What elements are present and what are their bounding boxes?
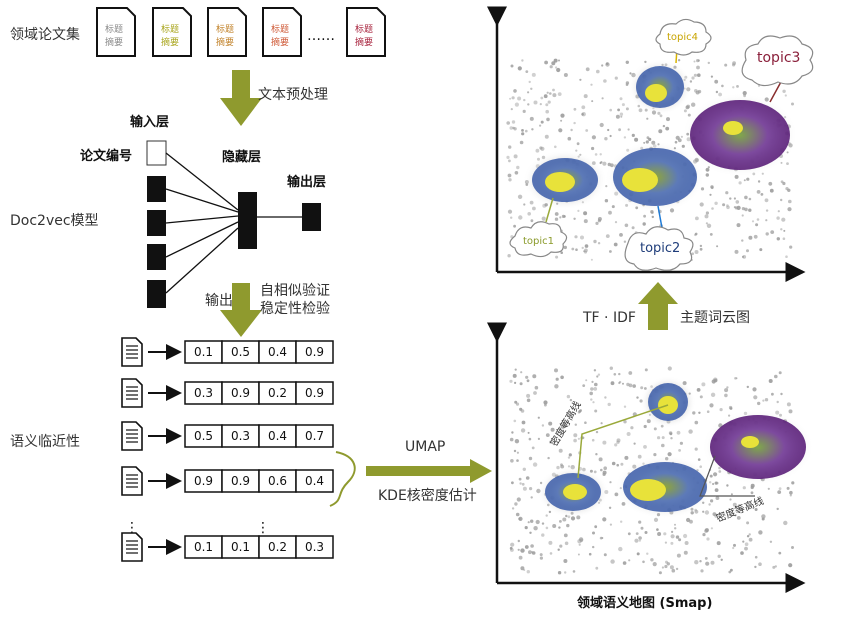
vector-value: 0.9 [231, 386, 250, 400]
contour-label-2: 密度等高线 [714, 494, 765, 525]
topic1-label: topic1 [523, 236, 554, 247]
model-name: Doc2vec模型 [10, 213, 99, 229]
doc-abstract-3: 摘要 [216, 36, 234, 48]
doc-title-2: 标题 [161, 23, 179, 35]
vector-cell [295, 340, 334, 364]
corpus-title: 领域论文集 [10, 26, 80, 43]
smap-title: 领域语义地图 (Smap) [577, 595, 712, 611]
doc-abstract-4: 摘要 [271, 36, 289, 48]
connection-lines [165, 152, 302, 294]
vector-value: 0.3 [305, 540, 324, 554]
hidden-layer-node [238, 192, 257, 249]
vector-value: 0.5 [231, 345, 250, 359]
doc-icon-2: 标题 摘要 [152, 7, 192, 57]
doc-icon-5: 标题 摘要 [346, 7, 386, 57]
contour-label-1: 密度等高线 [547, 399, 583, 449]
document-icon [121, 378, 143, 408]
vector-cell [295, 469, 334, 493]
semantic-label: 语义临近性 [10, 434, 80, 450]
output-label: 输出 [205, 293, 233, 309]
document-icon [121, 532, 143, 562]
doc-title-4: 标题 [271, 23, 289, 35]
tfidf-arrow [638, 282, 678, 330]
tfidf-label: TF · IDF [582, 310, 636, 326]
preprocess-label: 文本预处理 [258, 87, 328, 103]
selection-brace [329, 451, 356, 507]
paper-id-label: 论文编号 [80, 148, 132, 164]
document-icon [121, 421, 143, 451]
topic3-cloud: topic3 [741, 35, 814, 87]
vector-value: 0.4 [268, 429, 287, 443]
topic2-label: topic2 [640, 241, 680, 256]
doc-title-5: 标题 [355, 23, 373, 35]
vector-value: 0.2 [268, 386, 287, 400]
vector-value: 0.1 [194, 540, 213, 554]
document-icon [121, 337, 143, 367]
doc-title-1: 标题 [105, 23, 123, 35]
self-similarity-label: 自相似验证 [260, 283, 330, 299]
topic1-cloud: topic1 [509, 221, 568, 258]
vector-row: 0.1 0.1 0.2 0.3 [121, 532, 334, 562]
topic3-label: topic3 [757, 50, 800, 66]
vector-value: 0.9 [305, 345, 324, 359]
vector-ellipsis-mid: ⋮ [256, 520, 270, 536]
corpus-ellipsis: …… [307, 28, 335, 44]
stability-label: 稳定性检验 [260, 301, 330, 317]
paper-id-node [146, 140, 167, 166]
input-layer-label: 输入层 [130, 114, 169, 130]
vector-value: 0.4 [305, 474, 324, 488]
wordcloud-label: 主题词云图 [680, 310, 750, 326]
vector-row: 0.9 0.9 0.6 0.4 [121, 466, 334, 496]
vector-value: 0.3 [231, 429, 250, 443]
vector-value: 0.6 [268, 474, 287, 488]
output-layer-label: 输出层 [287, 174, 326, 190]
vector-cell [295, 535, 334, 559]
hidden-layer-label: 隐藏层 [222, 149, 261, 165]
umap-label: UMAP [405, 439, 445, 455]
input-nodes [147, 176, 166, 308]
doc-abstract-1: 摘要 [105, 36, 123, 48]
doc-icon-4: 标题 摘要 [262, 7, 302, 57]
vector-cell [295, 381, 334, 405]
vector-value: 0.5 [194, 429, 213, 443]
doc-abstract-2: 摘要 [161, 36, 179, 48]
topic-map-panel: topic1 topic2 topic3 topic4 [487, 6, 814, 282]
vector-value: 0.1 [231, 540, 250, 554]
vector-cell [295, 424, 334, 448]
topic4-cloud: topic4 [655, 18, 712, 56]
output-layer-node [302, 203, 321, 231]
doc-icon-3: 标题 摘要 [207, 7, 247, 57]
vector-value: 0.1 [194, 345, 213, 359]
preprocess-arrow [220, 70, 262, 126]
vector-row: 0.1 0.5 0.4 0.9 [121, 337, 334, 367]
output-arrow [220, 283, 262, 337]
umap-arrow [366, 459, 492, 483]
smap-panel: 密度等高线 密度等高线 [487, 322, 814, 593]
vector-value: 0.9 [194, 474, 213, 488]
vector-ellipsis-left: ⋮ [125, 520, 139, 536]
vector-value: 0.7 [305, 429, 324, 443]
doc-abstract-5: 摘要 [355, 36, 373, 48]
vector-row: 0.3 0.9 0.2 0.9 [121, 378, 334, 408]
vector-value: 0.4 [268, 345, 287, 359]
doc-title-3: 标题 [216, 23, 234, 35]
vector-value: 0.9 [231, 474, 250, 488]
doc-icon-1: 标题 摘要 [96, 7, 136, 57]
vector-row: 0.5 0.3 0.4 0.7 [121, 421, 334, 451]
topic2-cloud: topic2 [624, 226, 694, 271]
document-icon [121, 466, 143, 496]
vector-value: 0.3 [194, 386, 213, 400]
vector-value: 0.9 [305, 386, 324, 400]
vector-value: 0.2 [268, 540, 287, 554]
kde-label: KDE核密度估计 [378, 487, 477, 504]
topic4-label: topic4 [667, 32, 698, 43]
